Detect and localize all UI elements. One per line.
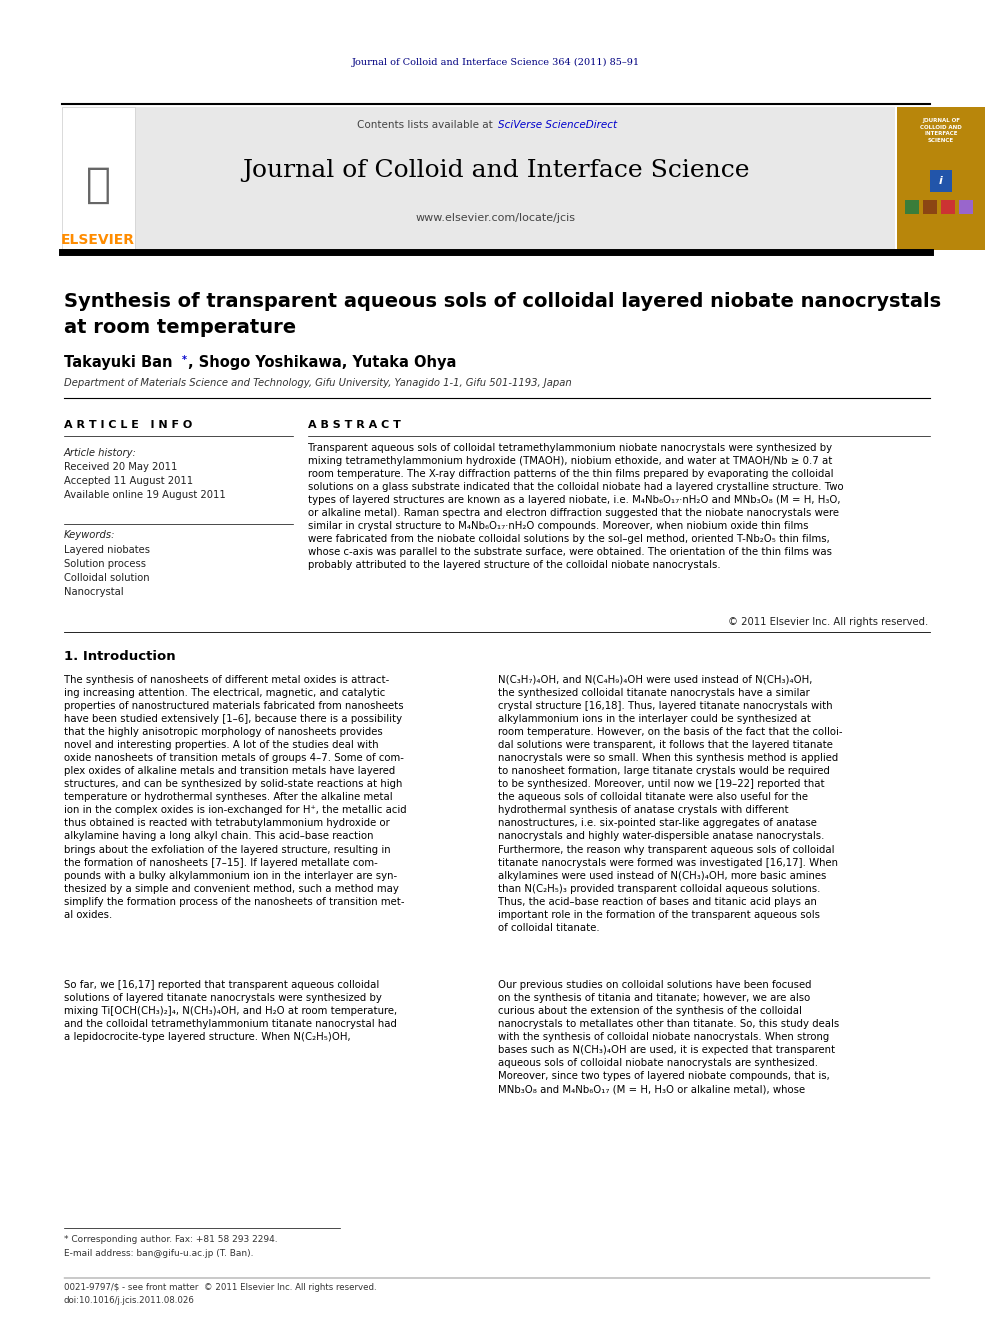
Text: Solution process: Solution process xyxy=(64,560,146,569)
Text: © 2011 Elsevier Inc. All rights reserved.: © 2011 Elsevier Inc. All rights reserved… xyxy=(728,617,928,627)
Text: A R T I C L E   I N F O: A R T I C L E I N F O xyxy=(64,419,192,430)
Text: * Corresponding author. Fax: +81 58 293 2294.: * Corresponding author. Fax: +81 58 293 … xyxy=(64,1234,278,1244)
Text: The synthesis of nanosheets of different metal oxides is attract-
ing increasing: The synthesis of nanosheets of different… xyxy=(64,675,407,919)
Text: Department of Materials Science and Technology, Gifu University, Yanagido 1-1, G: Department of Materials Science and Tech… xyxy=(64,378,571,388)
Text: Accepted 11 August 2011: Accepted 11 August 2011 xyxy=(64,476,193,486)
Text: Takayuki Ban: Takayuki Ban xyxy=(64,355,173,370)
Text: Contents lists available at: Contents lists available at xyxy=(357,120,496,130)
Text: So far, we [16,17] reported that transparent aqueous colloidal
solutions of laye: So far, we [16,17] reported that transpa… xyxy=(64,980,397,1043)
Text: i: i xyxy=(939,176,943,187)
Text: ELSEVIER: ELSEVIER xyxy=(61,233,135,247)
Text: SciVerse ScienceDirect: SciVerse ScienceDirect xyxy=(498,120,617,130)
Text: Transparent aqueous sols of colloidal tetramethylammonium niobate nanocrystals w: Transparent aqueous sols of colloidal te… xyxy=(308,443,843,570)
Text: Our previous studies on colloidal solutions have been focused
on the synthesis o: Our previous studies on colloidal soluti… xyxy=(498,980,839,1094)
Text: A B S T R A C T: A B S T R A C T xyxy=(308,419,401,430)
Text: Nanocrystal: Nanocrystal xyxy=(64,587,124,597)
Text: doi:10.1016/j.jcis.2011.08.026: doi:10.1016/j.jcis.2011.08.026 xyxy=(64,1297,194,1304)
Bar xyxy=(62,107,135,250)
Text: 1. Introduction: 1. Introduction xyxy=(64,650,176,663)
Text: Available online 19 August 2011: Available online 19 August 2011 xyxy=(64,490,226,500)
Bar xyxy=(897,107,985,250)
Text: Journal of Colloid and Interface Science 364 (2011) 85–91: Journal of Colloid and Interface Science… xyxy=(352,57,640,66)
Text: Colloidal solution: Colloidal solution xyxy=(64,573,150,583)
Text: at room temperature: at room temperature xyxy=(64,318,297,337)
Bar xyxy=(930,169,952,192)
Text: Layered niobates: Layered niobates xyxy=(64,545,150,556)
Text: 0021-9797/$ - see front matter  © 2011 Elsevier Inc. All rights reserved.: 0021-9797/$ - see front matter © 2011 El… xyxy=(64,1283,377,1293)
Bar xyxy=(941,200,955,214)
Bar xyxy=(923,200,937,214)
Bar xyxy=(905,200,919,214)
Text: www.elsevier.com/locate/jcis: www.elsevier.com/locate/jcis xyxy=(416,213,576,224)
Text: N(C₃H₇)₄OH, and N(C₄H₉)₄OH were used instead of N(CH₃)₄OH,
the synthesized collo: N(C₃H₇)₄OH, and N(C₄H₉)₄OH were used ins… xyxy=(498,675,842,933)
Text: Journal of Colloid and Interface Science: Journal of Colloid and Interface Science xyxy=(242,159,750,181)
Text: Keywords:: Keywords: xyxy=(64,531,115,540)
Text: JOURNAL OF
COLLOID AND
INTERFACE
SCIENCE: JOURNAL OF COLLOID AND INTERFACE SCIENCE xyxy=(921,118,962,143)
Text: Article history:: Article history: xyxy=(64,448,137,458)
Text: *: * xyxy=(182,355,187,365)
Text: Received 20 May 2011: Received 20 May 2011 xyxy=(64,462,178,472)
Text: , Shogo Yoshikawa, Yutaka Ohya: , Shogo Yoshikawa, Yutaka Ohya xyxy=(188,355,456,370)
Text: E-mail address: ban@gifu-u.ac.jp (T. Ban).: E-mail address: ban@gifu-u.ac.jp (T. Ban… xyxy=(64,1249,254,1258)
Bar xyxy=(959,200,973,214)
Bar xyxy=(135,107,895,250)
Text: Synthesis of transparent aqueous sols of colloidal layered niobate nanocrystals: Synthesis of transparent aqueous sols of… xyxy=(64,292,941,311)
Text: 🌲: 🌲 xyxy=(85,164,110,206)
